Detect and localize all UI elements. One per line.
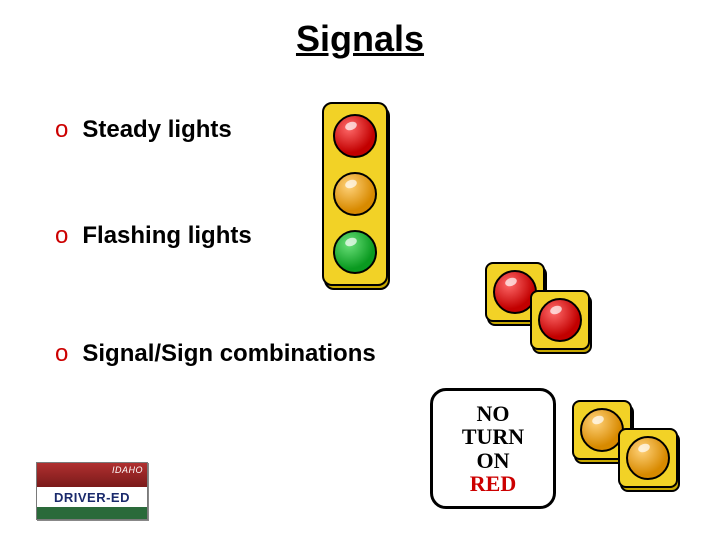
logo-top-text: IDAHO bbox=[37, 463, 147, 487]
bullet-marker: o bbox=[55, 116, 68, 144]
flashing-red-unit-icon bbox=[530, 290, 592, 352]
sign-line: NO bbox=[477, 402, 510, 425]
lamp-yellow-icon bbox=[626, 436, 670, 480]
flashing-yellow-unit-icon bbox=[618, 428, 680, 490]
bullet-marker: o bbox=[55, 340, 68, 368]
unit-body bbox=[530, 290, 590, 350]
bullet-flashing-lights: o Flashing lights bbox=[55, 222, 252, 250]
bullet-signal-sign-combos: o Signal/Sign combinations bbox=[55, 340, 376, 368]
traffic-light-body bbox=[322, 102, 388, 286]
no-turn-on-red-sign: NO TURN ON RED bbox=[430, 388, 556, 509]
driver-ed-logo: IDAHO DRIVER-ED bbox=[36, 462, 148, 520]
sign-line: ON bbox=[477, 449, 510, 472]
bullet-steady-lights: o Steady lights bbox=[55, 116, 232, 144]
unit-body bbox=[618, 428, 678, 488]
bullet-text: Steady lights bbox=[82, 116, 231, 144]
sign-line-red: RED bbox=[470, 472, 516, 495]
lamp-yellow-icon bbox=[333, 172, 377, 216]
lamp-red-icon bbox=[538, 298, 582, 342]
bullet-marker: o bbox=[55, 222, 68, 250]
sign-line: TURN bbox=[462, 425, 524, 448]
lamp-red-icon bbox=[333, 114, 377, 158]
bullet-text: Signal/Sign combinations bbox=[82, 340, 375, 368]
traffic-light-icon bbox=[322, 102, 392, 290]
lamp-green-icon bbox=[333, 230, 377, 274]
logo-mid-text: DRIVER-ED bbox=[37, 487, 147, 507]
bullet-text: Flashing lights bbox=[82, 222, 251, 250]
logo-bottom-bar bbox=[37, 507, 147, 519]
page-title: Signals bbox=[0, 18, 720, 60]
